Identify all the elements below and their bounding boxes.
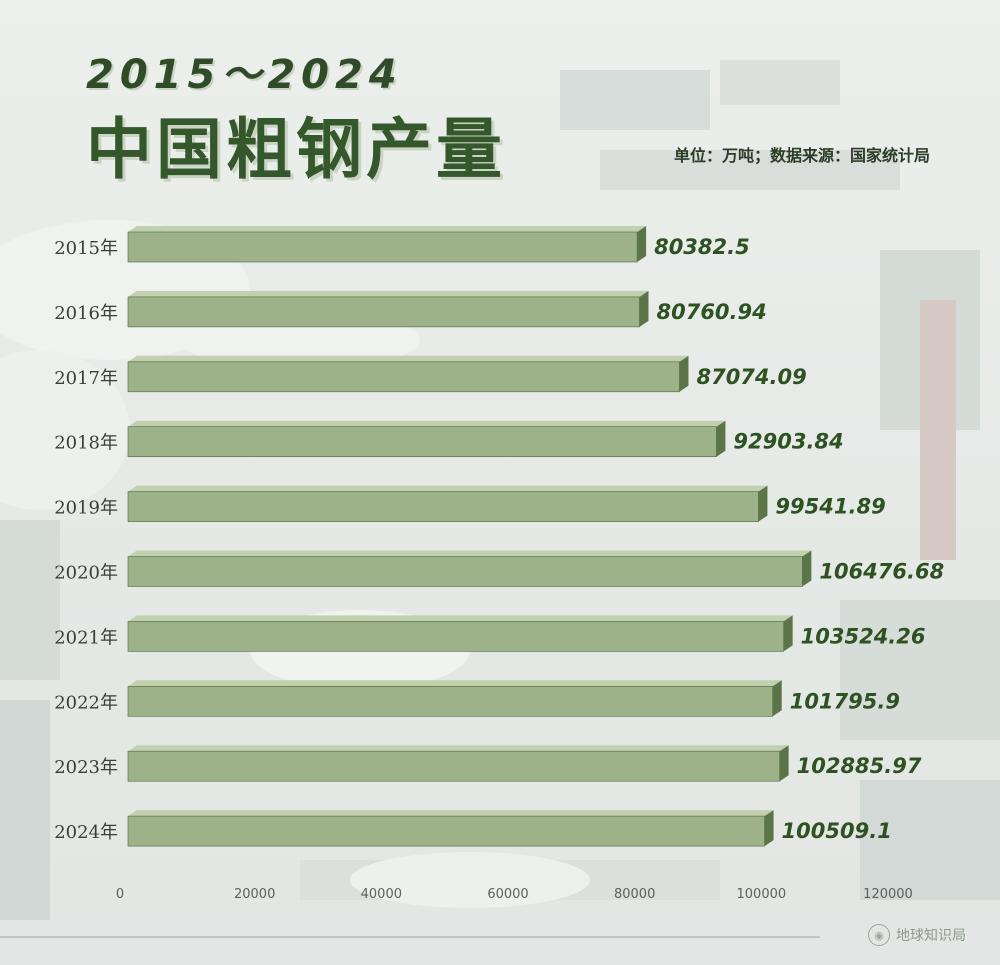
bar-side-face bbox=[802, 550, 812, 587]
title-years: 2015～2024 bbox=[86, 52, 403, 98]
bar-side-face bbox=[679, 355, 689, 392]
bar-top-face bbox=[128, 550, 812, 557]
category-label: 2017年 bbox=[54, 368, 118, 389]
bar-top-face bbox=[128, 615, 793, 622]
x-tick-label: 60000 bbox=[487, 887, 528, 902]
x-tick-label: 40000 bbox=[361, 887, 402, 902]
bar-side-face bbox=[783, 615, 793, 652]
watermark-text: 地球知识局 bbox=[896, 928, 966, 944]
bar bbox=[127, 361, 680, 393]
data-label: 80760.94 bbox=[656, 300, 766, 324]
x-tick-label: 120000 bbox=[863, 887, 913, 902]
category-label: 2019年 bbox=[54, 498, 118, 519]
bar-top-face bbox=[128, 485, 768, 492]
x-tick-label: 80000 bbox=[614, 887, 655, 902]
category-label: 2022年 bbox=[54, 692, 118, 713]
bar-side-face bbox=[758, 485, 768, 522]
data-label: 92903.84 bbox=[733, 430, 843, 454]
category-label: 2018年 bbox=[54, 433, 118, 454]
bar-top-face bbox=[128, 226, 647, 232]
bar-top-face bbox=[128, 745, 789, 752]
data-label: 80382.5 bbox=[654, 235, 750, 259]
bar bbox=[127, 491, 759, 522]
bar-side-face bbox=[779, 745, 789, 782]
bar bbox=[127, 750, 780, 782]
bar bbox=[127, 685, 774, 717]
globe-seal-icon: ◉ bbox=[868, 924, 890, 946]
unit-source-note: 单位：万吨；数据来源：国家统计局 bbox=[673, 146, 930, 165]
bar-top-face bbox=[128, 680, 782, 687]
data-label: 103524.26 bbox=[801, 624, 926, 648]
x-tick-label: 100000 bbox=[737, 887, 787, 902]
bar-top-face bbox=[128, 810, 774, 817]
category-label: 2016年 bbox=[54, 303, 118, 324]
data-label: 101795.9 bbox=[790, 689, 900, 713]
bar-side-face bbox=[772, 680, 782, 717]
category-label: 2023年 bbox=[54, 757, 118, 778]
bar-top-face bbox=[128, 290, 649, 297]
chart-title: 中国粗钢产量 bbox=[86, 111, 506, 188]
data-label: 99541.89 bbox=[775, 495, 885, 519]
bar bbox=[127, 296, 640, 328]
bar-side-face bbox=[764, 810, 774, 847]
data-label: 87074.09 bbox=[696, 365, 806, 389]
watermark: ◉ 地球知识局 bbox=[868, 924, 966, 946]
category-label: 2024年 bbox=[54, 822, 118, 843]
category-label: 2015年 bbox=[54, 238, 118, 259]
x-tick-label: 20000 bbox=[234, 887, 275, 902]
bar bbox=[127, 556, 803, 587]
bar-side-face bbox=[716, 420, 726, 457]
category-label: 2021年 bbox=[54, 627, 118, 648]
data-label: 106476.68 bbox=[819, 560, 944, 584]
bar bbox=[127, 815, 765, 847]
bar-top-face bbox=[128, 355, 689, 362]
data-label: 100509.1 bbox=[782, 819, 892, 843]
bar-top-face bbox=[128, 420, 726, 427]
category-label: 2020年 bbox=[54, 563, 118, 584]
x-tick-label: 0 bbox=[116, 887, 124, 902]
bar-side-face bbox=[637, 226, 647, 262]
bar bbox=[127, 231, 638, 263]
bar-side-face bbox=[639, 290, 649, 327]
bar bbox=[127, 621, 784, 652]
bar bbox=[127, 426, 717, 458]
data-label: 102885.97 bbox=[797, 754, 922, 778]
